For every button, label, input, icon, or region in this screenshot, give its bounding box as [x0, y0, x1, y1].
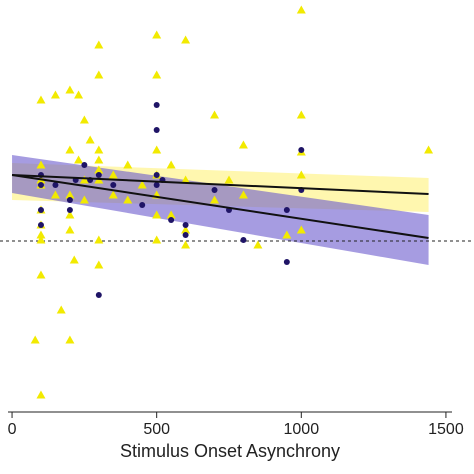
x-axis-label: Stimulus Onset Asynchrony [120, 441, 340, 461]
point [283, 259, 290, 265]
point [37, 222, 44, 228]
point [238, 190, 248, 199]
point [69, 255, 79, 264]
point [282, 230, 292, 239]
point [94, 145, 104, 154]
point [153, 102, 160, 108]
point [36, 160, 46, 169]
point [65, 210, 75, 219]
point [108, 170, 118, 179]
point [79, 175, 89, 184]
point [95, 292, 102, 298]
point [81, 162, 88, 168]
point [296, 225, 306, 234]
point [210, 110, 220, 119]
point [152, 235, 162, 244]
point [37, 207, 44, 213]
point [36, 270, 46, 279]
point [94, 165, 104, 174]
point [166, 160, 176, 169]
point [211, 187, 218, 193]
point [152, 210, 162, 219]
point [79, 115, 89, 124]
x-tick-label: 500 [143, 421, 170, 438]
x-tick-label: 0 [8, 421, 17, 438]
x-tick-label: 1000 [284, 421, 320, 438]
point [65, 85, 75, 94]
point [36, 235, 46, 244]
point [296, 5, 306, 14]
point [95, 172, 102, 178]
point [65, 145, 75, 154]
point [79, 195, 89, 204]
point [153, 127, 160, 133]
point [52, 182, 59, 188]
point [94, 40, 104, 49]
point [152, 70, 162, 79]
fit-line [12, 174, 429, 195]
point [74, 90, 84, 99]
point [66, 197, 73, 203]
point [36, 95, 46, 104]
point [37, 182, 44, 188]
confidence-band [12, 155, 429, 265]
point [36, 390, 46, 399]
fit-line [11, 174, 429, 239]
point [65, 190, 75, 199]
point [139, 202, 146, 208]
point [298, 147, 305, 153]
point [56, 305, 66, 314]
x-tick-label: 1500 [428, 421, 464, 438]
point [50, 90, 60, 99]
point [65, 335, 75, 344]
point [283, 207, 290, 213]
point [94, 155, 104, 164]
point [123, 195, 133, 204]
point [65, 225, 75, 234]
point [85, 135, 95, 144]
point [152, 30, 162, 39]
point [94, 260, 104, 269]
point [181, 225, 191, 234]
point [30, 335, 40, 344]
point [153, 182, 160, 188]
point [168, 217, 175, 223]
point [110, 182, 117, 188]
point [424, 145, 434, 154]
point [152, 145, 162, 154]
point [108, 190, 118, 199]
point [224, 175, 234, 184]
point [238, 140, 248, 149]
point [253, 240, 263, 249]
point [181, 240, 191, 249]
point [66, 207, 73, 213]
point [296, 110, 306, 119]
point [74, 155, 84, 164]
point [182, 232, 189, 238]
point [50, 190, 60, 199]
point [137, 180, 147, 189]
point [123, 160, 133, 169]
point [210, 195, 220, 204]
point [166, 210, 176, 219]
point [182, 222, 189, 228]
point [181, 175, 191, 184]
point [94, 70, 104, 79]
point [153, 172, 160, 178]
point [296, 170, 306, 179]
point [240, 237, 247, 243]
point [181, 35, 191, 44]
point [94, 235, 104, 244]
point [36, 230, 46, 239]
